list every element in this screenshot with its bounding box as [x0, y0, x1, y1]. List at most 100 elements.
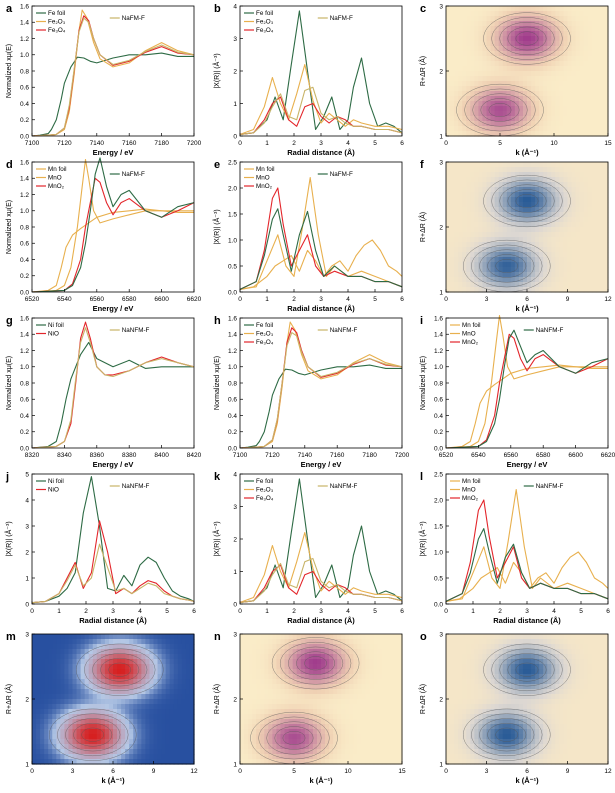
heatmap-cell	[494, 26, 500, 32]
heatmap-cell	[369, 699, 375, 705]
heatmap-cell	[36, 644, 41, 650]
heatmap-cell	[486, 46, 492, 52]
heatmap-cell	[141, 724, 146, 730]
heatmap-cell	[506, 257, 512, 263]
heatmap-cell	[365, 739, 371, 745]
heatmap-cell	[583, 126, 589, 132]
heatmap-cell	[599, 257, 605, 263]
heatmap-cell	[337, 649, 342, 655]
heatmap-cell	[518, 262, 524, 268]
heatmap-cell	[535, 237, 540, 243]
heatmap-cell	[381, 729, 387, 735]
heatmap-cell	[181, 639, 187, 645]
heatmap-cell	[454, 654, 459, 660]
heatmap-cell	[531, 237, 536, 243]
heatmap-cell	[527, 6, 532, 12]
heatmap-cell	[88, 649, 94, 655]
heatmap-cell	[153, 654, 159, 660]
heatmap-cell	[349, 704, 354, 710]
heatmap-cell	[506, 116, 512, 122]
heatmap-cell	[482, 177, 488, 183]
heatmap-cell	[373, 739, 379, 745]
heatmap-cell	[563, 101, 569, 107]
heatmap-cell	[316, 699, 322, 705]
heatmap-cell	[280, 689, 286, 695]
heatmap-cell	[349, 699, 354, 705]
heatmap-cell	[474, 162, 479, 168]
heatmap-cell	[458, 654, 463, 660]
heatmap-cell	[64, 649, 70, 655]
heatmap-cell	[527, 212, 532, 218]
heatmap-cell	[587, 126, 593, 132]
heatmap-cell	[165, 679, 171, 685]
heatmap-cell	[268, 644, 273, 650]
heatmap-cell	[337, 669, 342, 675]
heatmap-cell	[535, 76, 540, 82]
heatmap-cell	[490, 116, 496, 122]
heatmap-cell	[466, 242, 471, 248]
heatmap-cell	[284, 694, 290, 700]
heatmap-cell	[361, 704, 367, 710]
heatmap-cell	[583, 232, 589, 238]
x-tick-label: 3	[319, 608, 323, 615]
heatmap-cell	[292, 759, 298, 765]
heatmap-cell	[153, 669, 159, 675]
heatmap-cell	[603, 86, 609, 92]
heatmap-cell	[535, 277, 540, 283]
heatmap-cell	[571, 86, 577, 92]
heatmap-cell	[522, 282, 528, 288]
heatmap-cell	[510, 172, 516, 178]
heatmap-cell	[474, 21, 479, 27]
heatmap-cell	[450, 232, 455, 238]
heatmap-cell	[316, 684, 322, 690]
heatmap-cell	[385, 724, 391, 730]
heatmap-cell	[522, 634, 528, 640]
x-tick-label: 10	[344, 768, 352, 775]
heatmap-cell	[466, 172, 471, 178]
heatmap-cell	[141, 699, 146, 705]
heatmap-cell	[288, 744, 294, 750]
heatmap-cell	[264, 759, 269, 765]
heatmap-cell	[490, 76, 496, 82]
heatmap-cell	[357, 644, 363, 650]
heatmap-cell	[341, 699, 346, 705]
heatmap-cell	[502, 6, 508, 12]
heatmap-cell	[579, 16, 585, 22]
heatmap-cell	[56, 709, 61, 715]
heatmap-cell	[145, 744, 151, 750]
heatmap-cell	[522, 639, 528, 645]
heatmap-cell	[474, 177, 479, 183]
x-tick-label: 7120	[265, 452, 280, 459]
x-tick-label: 5	[165, 608, 169, 615]
heatmap-cell	[96, 754, 102, 760]
heatmap-cell	[397, 664, 403, 670]
heatmap-cell	[32, 644, 37, 650]
legend-entry: MnO₂	[462, 339, 479, 346]
y-tick-label: 2	[233, 696, 237, 703]
heatmap-cell	[280, 714, 286, 720]
heatmap-cell	[129, 659, 134, 665]
heatmap-cell	[490, 202, 496, 208]
heatmap-cell	[145, 734, 151, 740]
heatmap-cell	[559, 86, 565, 92]
heatmap-cell	[518, 86, 524, 92]
heatmap-cell	[470, 232, 475, 238]
heatmap-cell	[113, 724, 118, 730]
heatmap-cell	[518, 66, 524, 72]
heatmap-cell	[80, 644, 86, 650]
heatmap-cell	[482, 81, 488, 87]
heatmap-cell	[40, 649, 45, 655]
heatmap-cell	[599, 287, 605, 293]
heatmap-cell	[527, 86, 532, 92]
heatmap-cell	[260, 759, 265, 765]
heatmap-cell	[466, 649, 471, 655]
heatmap-cell	[365, 734, 371, 740]
heatmap-cell	[498, 262, 504, 268]
y-tick-label: 1.6	[20, 3, 29, 10]
heatmap-cell	[527, 242, 532, 248]
heatmap-cell	[292, 754, 298, 760]
heatmap-cell	[551, 664, 556, 670]
heatmap-cell	[494, 227, 500, 233]
heatmap-cell	[337, 689, 342, 695]
heatmap-cell	[125, 704, 130, 710]
